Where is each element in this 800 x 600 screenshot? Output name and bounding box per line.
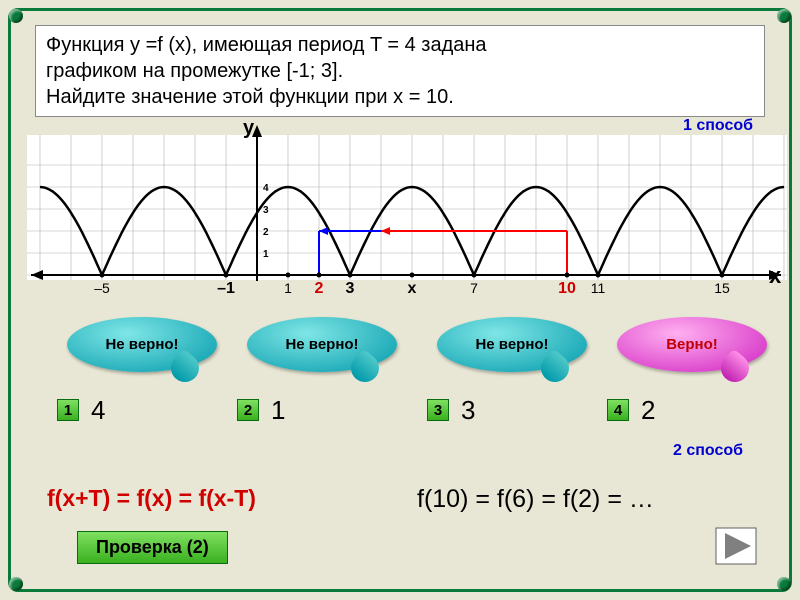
svg-text:1: 1 [284,280,292,296]
problem-line: графиком на промежутке [-1; 3]. [46,60,343,82]
problem-line: Функция y =f (x), имеющая период T = 4 з… [46,34,487,56]
problem-line: Найдите значение этой функции при x = 10… [46,86,454,108]
svg-text:2: 2 [263,227,269,238]
method2-label: 2 способ [673,442,743,460]
answer-option-4[interactable]: 4 [607,399,629,421]
bubble-tail-icon [165,348,204,387]
feedback-bubble: Не верно! [67,317,217,372]
check-button-label: Проверка (2) [96,537,209,557]
answer-value: 3 [461,395,475,426]
feedback-bubble: Верно! [617,317,767,372]
answer-value: 4 [91,395,105,426]
svg-text:–1: –1 [217,280,235,297]
answers-row: Не верно!14Не верно!21Не верно!33Верно!4… [37,317,763,437]
svg-text:1: 1 [263,249,269,260]
period-formula: f(x+T) = f(x) = f(x-T) [47,485,256,512]
triangle-right-icon [715,527,757,565]
slide-frame: Функция y =f (x), имеющая период T = 4 з… [8,8,792,592]
svg-text:–5: –5 [94,280,110,296]
bubble-tail-icon [715,348,754,387]
feedback-bubble: Не верно! [247,317,397,372]
svg-text:7: 7 [470,280,478,296]
bubble-tail-icon [345,348,384,387]
svg-text:2: 2 [315,280,324,297]
feedback-text: Не верно! [475,336,548,353]
next-button[interactable] [715,527,757,565]
answer-value: 1 [271,395,285,426]
problem-text: Функция y =f (x), имеющая период T = 4 з… [35,25,765,117]
answer-option-1[interactable]: 1 [57,399,79,421]
answer-value: 2 [641,395,655,426]
bubble-tail-icon [535,348,574,387]
feedback-text: Верно! [666,336,718,353]
feedback-text: Не верно! [105,336,178,353]
svg-text:11: 11 [591,280,606,296]
answer-option-3[interactable]: 3 [427,399,449,421]
svg-text:x: x [408,280,417,297]
check-button[interactable]: Проверка (2) [77,531,228,564]
x-axis-label: x [769,263,781,289]
calculation-chain: f(10) = f(6) = f(2) = … [417,485,654,514]
function-chart: 1 2 3 4 –5 –1 1 2 3 x 7 10 11 15 y x [27,115,787,315]
svg-text:3: 3 [263,205,269,216]
svg-text:10: 10 [558,280,576,297]
svg-text:3: 3 [346,280,355,297]
answer-option-2[interactable]: 2 [237,399,259,421]
chart-svg: 1 2 3 4 –5 –1 1 2 3 x 7 10 11 15 [27,115,787,315]
feedback-text: Не верно! [285,336,358,353]
y-axis-label: y [243,117,254,140]
svg-text:15: 15 [714,280,730,296]
feedback-bubble: Не верно! [437,317,587,372]
svg-text:4: 4 [263,183,269,194]
